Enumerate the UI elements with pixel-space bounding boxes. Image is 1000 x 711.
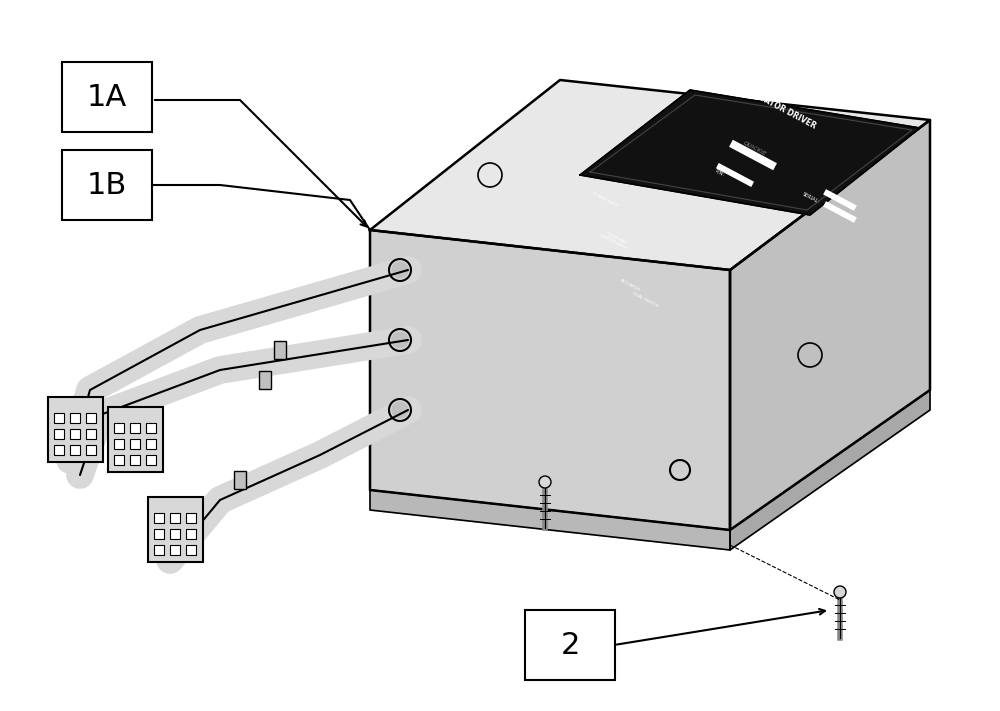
Bar [130,423,140,433]
Bar [170,513,180,523]
Text: POWER INPUT: POWER INPUT [591,191,619,208]
Polygon shape [730,390,930,550]
Bar [525,610,615,680]
Bar [86,445,96,455]
Text: 2: 2 [560,631,580,660]
Bar [70,445,80,455]
Bar [86,413,96,423]
Bar [186,529,196,539]
Bar [54,445,64,455]
Bar [70,429,80,439]
Text: SERIAL:: SERIAL: [801,191,820,205]
Bar [186,545,196,555]
Bar [154,529,164,539]
Bar [148,497,203,562]
Bar [146,455,156,465]
Bar [170,529,180,539]
Bar [146,423,156,433]
Circle shape [834,586,846,598]
Polygon shape [370,490,730,550]
Bar [70,413,80,423]
Text: 1B: 1B [87,171,127,200]
Polygon shape [730,120,930,530]
Bar [114,423,124,433]
Polygon shape [823,189,857,211]
Bar [114,439,124,449]
Bar [48,397,103,462]
Text: DUAL SWITCH: DUAL SWITCH [631,292,659,309]
Bar [170,545,180,555]
Polygon shape [370,230,730,530]
Bar [259,371,271,389]
Bar [108,407,163,472]
Text: P/N:: P/N: [714,169,725,178]
Polygon shape [716,163,754,187]
Circle shape [539,476,551,488]
Bar [154,545,164,555]
Bar [234,471,246,489]
Bar [86,429,96,439]
Circle shape [392,402,408,418]
Polygon shape [729,140,777,170]
Bar [186,513,196,523]
Bar [274,341,286,359]
Polygon shape [823,201,857,223]
Bar [62,150,152,220]
Text: QUICKIE: QUICKIE [742,140,768,156]
Bar [114,455,124,465]
Bar [130,439,140,449]
Polygon shape [580,90,920,215]
Circle shape [392,262,408,278]
Text: FOUR WAY
SWITCH INPUT: FOUR WAY SWITCH INPUT [600,230,630,251]
Bar [154,513,164,523]
Text: ACTUATOR: ACTUATOR [619,278,641,292]
Bar [54,429,64,439]
Bar [146,439,156,449]
Bar [54,413,64,423]
Text: 1A: 1A [87,82,127,112]
Bar [62,62,152,132]
Polygon shape [370,80,930,270]
Bar [130,455,140,465]
Circle shape [392,332,408,348]
Text: ACTUATOR DRIVER: ACTUATOR DRIVER [742,85,818,131]
